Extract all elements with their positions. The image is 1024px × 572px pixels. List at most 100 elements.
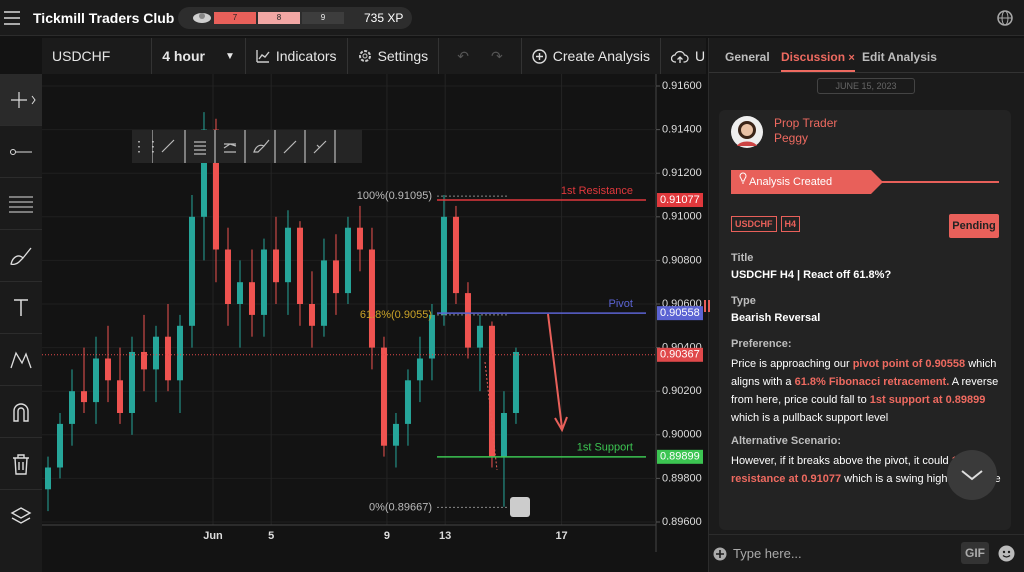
top-bar: Tickmill Traders Club 7 8 9 735 XP	[0, 0, 1024, 36]
candle-body	[44, 467, 51, 490]
redo[interactable]: ↷	[490, 47, 503, 64]
layers-tool[interactable]	[0, 490, 42, 542]
idea-icon	[510, 497, 530, 517]
tab-underline	[781, 70, 855, 72]
icon	[961, 470, 983, 481]
y-tick-label: 0.89800	[662, 472, 702, 484]
gif-button[interactable]: GIF	[961, 542, 989, 564]
tab-active[interactable]: Discussion ×	[781, 50, 855, 64]
candle-body	[488, 325, 495, 457]
delete-tool[interactable]	[0, 438, 42, 490]
price-tag	[657, 449, 703, 464]
tab[interactable]: Edit Analysis	[862, 50, 937, 64]
pattern-tool[interactable]	[0, 334, 42, 386]
chart-toolbar: USDCHF 4 hour ▼ Indicators Settings ↶ ↷ Cr…	[42, 38, 706, 74]
candle-body	[140, 351, 147, 370]
add-icon[interactable]	[713, 547, 727, 561]
create-text: Create Analysis	[552, 48, 651, 64]
candle-body	[500, 413, 507, 457]
level-bar: 7 8 9	[214, 12, 344, 24]
candle-body	[200, 129, 207, 217]
crosshair-tool[interactable]	[0, 74, 42, 126]
brush-tool[interactable]	[0, 230, 42, 282]
candle-body	[152, 336, 159, 370]
price-tag-label: 0.91077	[660, 194, 700, 206]
candle-body	[260, 249, 267, 315]
status-button[interactable]: Pending	[949, 214, 999, 238]
line-tool[interactable]	[0, 126, 42, 178]
x-tick-label: 13	[439, 530, 451, 542]
candle-body	[104, 358, 111, 381]
candle-body	[212, 129, 219, 250]
level-name: 1st Resistance	[561, 185, 633, 197]
price-tag-label: 0.90367	[660, 349, 700, 361]
analysis-panel: General Discussion × Edit Analysis JUNE …	[708, 38, 1024, 572]
globe-icon[interactable]	[996, 9, 1014, 27]
section-label: Preference:	[731, 338, 792, 350]
field-label: Type	[731, 295, 756, 307]
candle-body	[440, 216, 447, 315]
section-label: Alternative Scenario:	[731, 435, 842, 447]
tags: USDCHF H4	[731, 216, 804, 232]
draw-options[interactable]	[152, 130, 362, 163]
fib-label: 100%(0.91095)	[357, 190, 432, 202]
highlight: 1st support at 0.89899	[869, 394, 986, 406]
highlight: pivot point of 0.90558	[852, 358, 966, 370]
level-name: Pivot	[609, 298, 633, 310]
candle-body	[428, 314, 435, 359]
x-tick-label: 17	[555, 530, 567, 542]
tab-label: Discussion	[781, 50, 846, 64]
icon	[256, 50, 270, 63]
indicators[interactable]: Indicators	[246, 38, 348, 74]
drawing-tools	[0, 74, 42, 572]
text-tool[interactable]	[0, 282, 42, 334]
field-label: Title	[731, 252, 754, 264]
indicators-text: Indicators	[275, 48, 337, 64]
price-tag	[657, 193, 703, 208]
fib-tool[interactable]	[0, 178, 42, 230]
symbol[interactable]: USDCHF	[42, 38, 153, 74]
level: 7	[214, 12, 256, 24]
date-chip: JUNE 15, 2023	[817, 78, 915, 94]
tag: H4	[780, 216, 801, 232]
candle-body	[56, 423, 63, 468]
fib-label: 61.8%(0.9055)	[360, 309, 432, 321]
x-tick-label: 5	[268, 530, 274, 542]
upload[interactable]: Upload	[661, 38, 706, 74]
highlight: 61.8% Fibonacci retracement.	[794, 376, 950, 388]
undo-redo[interactable]: ↶ ↷	[439, 38, 522, 74]
settings[interactable]: Settings	[348, 38, 440, 74]
floating-draw-bar: ⋮⋮	[132, 130, 362, 163]
close-tab[interactable]: ×	[848, 52, 855, 64]
icon	[14, 298, 28, 316]
candle-body	[164, 336, 171, 381]
scroll-down[interactable]	[947, 450, 997, 500]
symbol-text: USDCHF	[52, 48, 111, 64]
avatar	[731, 116, 763, 148]
banner-shape	[731, 170, 999, 194]
tab[interactable]: General	[725, 50, 770, 64]
create-analysis[interactable]: Create Analysis	[522, 38, 662, 74]
candle-body	[392, 423, 399, 446]
emoji-button[interactable]	[998, 545, 1015, 562]
drag-handle[interactable]: ⋮⋮	[132, 138, 160, 154]
candle-body	[332, 260, 339, 294]
undo[interactable]: ↶	[457, 47, 469, 64]
candle-body	[80, 391, 87, 403]
y-tick-label: 0.91400	[662, 124, 702, 136]
chat-input[interactable]: Type here... GIF	[709, 534, 1024, 572]
candle-body	[368, 249, 375, 348]
author-name: Peggy	[774, 131, 809, 145]
icon	[10, 507, 32, 524]
xp: 735 XP	[364, 11, 404, 25]
candle-body	[176, 325, 183, 381]
icon	[671, 50, 689, 63]
arrow	[547, 313, 568, 433]
interval[interactable]: 4 hour ▼	[152, 38, 246, 74]
banner-text: Analysis Created	[749, 176, 833, 188]
menu-icon[interactable]	[4, 10, 20, 26]
icon	[13, 402, 29, 422]
magnet-tool[interactable]	[0, 386, 42, 438]
resize-handle[interactable]	[704, 300, 710, 312]
